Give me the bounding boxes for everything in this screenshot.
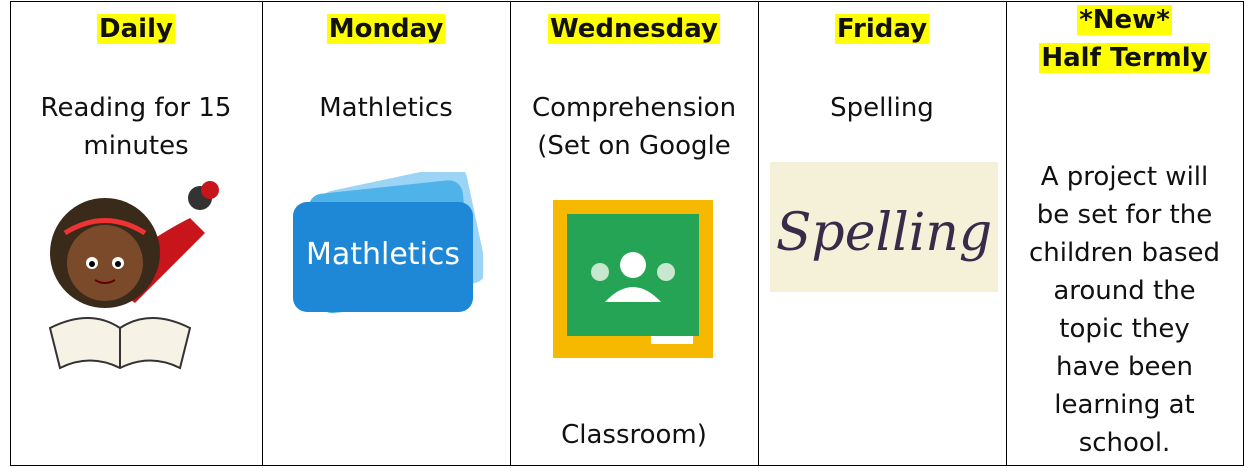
cell-text-text: minutes xyxy=(83,131,189,161)
column-header: *New* xyxy=(1006,5,1243,35)
reading-girl-image xyxy=(48,181,219,370)
cell-text: (Set on Google xyxy=(510,131,758,161)
cell-text-text: Classroom) xyxy=(561,420,707,450)
column-header: Monday xyxy=(262,14,510,44)
column-header-text: Wednesday xyxy=(548,14,720,44)
cell-text: Mathletics xyxy=(262,93,510,123)
cell-text-text: children based xyxy=(1028,238,1221,268)
column-header-text: Half Termly xyxy=(1039,43,1210,73)
cell-text: Classroom) xyxy=(510,420,758,450)
spelling-image-text: Spelling xyxy=(776,203,992,263)
cell-text-text: (Set on Google xyxy=(537,131,731,161)
column-header-text: Monday xyxy=(326,14,446,44)
column-header-text: Friday xyxy=(834,14,930,44)
cell-text-text: Reading for 15 xyxy=(40,93,232,123)
mathletics-logo: Mathletics xyxy=(293,172,483,314)
column-header-text: Daily xyxy=(97,14,175,44)
google-classroom-icon xyxy=(553,200,713,358)
cell-text-text: A project will xyxy=(1040,162,1209,192)
cell-text: Reading for 15 xyxy=(10,93,262,123)
cell-text-text: learning at xyxy=(1054,390,1195,420)
cell-text: topic they xyxy=(1006,314,1243,344)
cell-text-text: have been xyxy=(1055,352,1194,382)
table-cell xyxy=(1006,1,1244,466)
cell-text: A project will xyxy=(1006,162,1243,192)
cell-text: children based xyxy=(1006,238,1243,268)
cell-text: minutes xyxy=(10,131,262,161)
column-header: Daily xyxy=(10,14,262,44)
cell-text: Spelling xyxy=(758,93,1006,123)
cell-text: have been xyxy=(1006,352,1243,382)
cell-text: be set for the xyxy=(1006,200,1243,230)
column-header-text: *New* xyxy=(1077,5,1172,35)
cell-text-text: around the xyxy=(1053,276,1196,306)
cell-text-text: topic they xyxy=(1059,314,1190,344)
cell-text-text: school. xyxy=(1078,428,1171,458)
column-header: Half Termly xyxy=(1006,43,1243,73)
column-header: Wednesday xyxy=(510,14,758,44)
cell-text: Comprehension xyxy=(510,93,758,123)
cell-text: around the xyxy=(1006,276,1243,306)
cell-text-text: Spelling xyxy=(830,93,934,123)
cell-text-text: be set for the xyxy=(1036,200,1213,230)
cell-text-text: Mathletics xyxy=(319,93,453,123)
cell-text: learning at xyxy=(1006,390,1243,420)
cell-text-text: Comprehension xyxy=(531,93,737,123)
logo-text: Mathletics xyxy=(306,237,460,272)
column-header: Friday xyxy=(758,14,1006,44)
spelling-image: Spelling xyxy=(770,162,998,292)
cell-text: school. xyxy=(1006,428,1243,458)
